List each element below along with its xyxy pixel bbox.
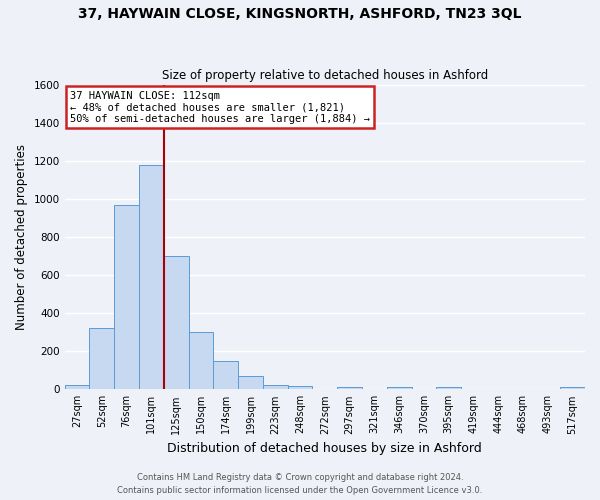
Bar bbox=[89, 328, 114, 390]
Text: 37, HAYWAIN CLOSE, KINGSNORTH, ASHFORD, TN23 3QL: 37, HAYWAIN CLOSE, KINGSNORTH, ASHFORD, … bbox=[78, 8, 522, 22]
Y-axis label: Number of detached properties: Number of detached properties bbox=[15, 144, 28, 330]
Title: Size of property relative to detached houses in Ashford: Size of property relative to detached ho… bbox=[162, 69, 488, 82]
Bar bbox=[287, 386, 313, 390]
X-axis label: Distribution of detached houses by size in Ashford: Distribution of detached houses by size … bbox=[167, 442, 482, 455]
Bar bbox=[139, 164, 164, 390]
Bar bbox=[65, 384, 89, 390]
Text: Contains HM Land Registry data © Crown copyright and database right 2024.
Contai: Contains HM Land Registry data © Crown c… bbox=[118, 474, 482, 495]
Bar bbox=[560, 388, 585, 390]
Text: 37 HAYWAIN CLOSE: 112sqm
← 48% of detached houses are smaller (1,821)
50% of sem: 37 HAYWAIN CLOSE: 112sqm ← 48% of detach… bbox=[70, 90, 370, 124]
Bar bbox=[214, 360, 238, 390]
Bar bbox=[263, 384, 287, 390]
Bar bbox=[337, 388, 362, 390]
Bar bbox=[436, 388, 461, 390]
Bar bbox=[387, 388, 412, 390]
Bar bbox=[238, 376, 263, 390]
Bar bbox=[114, 204, 139, 390]
Bar bbox=[188, 332, 214, 390]
Bar bbox=[164, 256, 188, 390]
